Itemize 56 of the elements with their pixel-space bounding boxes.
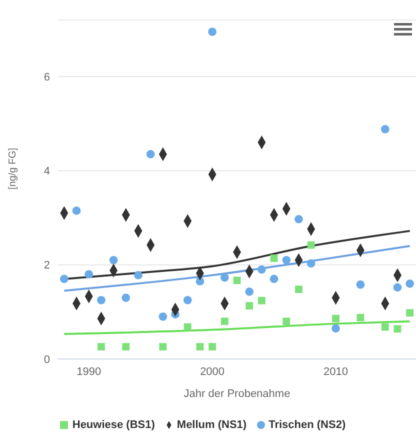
y-tick-label: 2 xyxy=(44,260,50,272)
point xyxy=(72,206,81,215)
point xyxy=(122,294,130,302)
point xyxy=(220,273,229,282)
point xyxy=(282,256,291,264)
y-tick-label: 0 xyxy=(44,354,50,366)
point xyxy=(332,314,340,322)
line-series xyxy=(63,320,411,336)
point xyxy=(233,276,241,284)
point xyxy=(159,343,167,350)
point xyxy=(282,318,290,326)
legend-label: Mellum (NS1) xyxy=(176,419,247,431)
point xyxy=(307,241,315,249)
point xyxy=(270,274,278,284)
point xyxy=(356,280,365,289)
x-tick-label: 2010 xyxy=(324,366,348,378)
point xyxy=(380,125,390,134)
point xyxy=(208,28,216,36)
point xyxy=(98,343,105,350)
point xyxy=(134,271,142,280)
point xyxy=(183,296,192,304)
point xyxy=(245,287,254,296)
y-axis-title: [ng/g FG] xyxy=(8,148,19,190)
point xyxy=(97,296,106,304)
legend-label: Heuwiese (BS1) xyxy=(72,419,155,431)
point xyxy=(394,325,402,333)
point xyxy=(406,279,414,288)
point xyxy=(146,150,155,158)
point xyxy=(406,309,414,317)
point xyxy=(258,265,266,274)
point xyxy=(184,323,192,331)
point xyxy=(295,286,302,294)
legend-label: Trischen (NS2) xyxy=(268,419,346,431)
point xyxy=(306,259,316,268)
point xyxy=(294,214,303,224)
point xyxy=(122,343,130,350)
point xyxy=(196,343,204,350)
y-tick-label: 6 xyxy=(44,71,50,84)
point xyxy=(84,270,94,278)
point xyxy=(220,318,228,326)
point xyxy=(393,283,402,292)
point xyxy=(381,323,389,331)
point xyxy=(332,324,340,333)
x-tick-label: 1990 xyxy=(76,366,102,378)
point xyxy=(258,296,266,304)
point xyxy=(60,274,68,284)
point xyxy=(356,314,364,322)
point xyxy=(270,254,278,262)
point xyxy=(158,312,168,321)
point xyxy=(246,302,254,310)
line-series xyxy=(63,245,411,292)
x-axis-title: Jahr der Probenahme xyxy=(184,388,290,400)
x-tick-label: 2000 xyxy=(200,366,225,378)
y-tick-label: 4 xyxy=(44,166,50,178)
point xyxy=(208,343,216,350)
point xyxy=(109,256,118,264)
